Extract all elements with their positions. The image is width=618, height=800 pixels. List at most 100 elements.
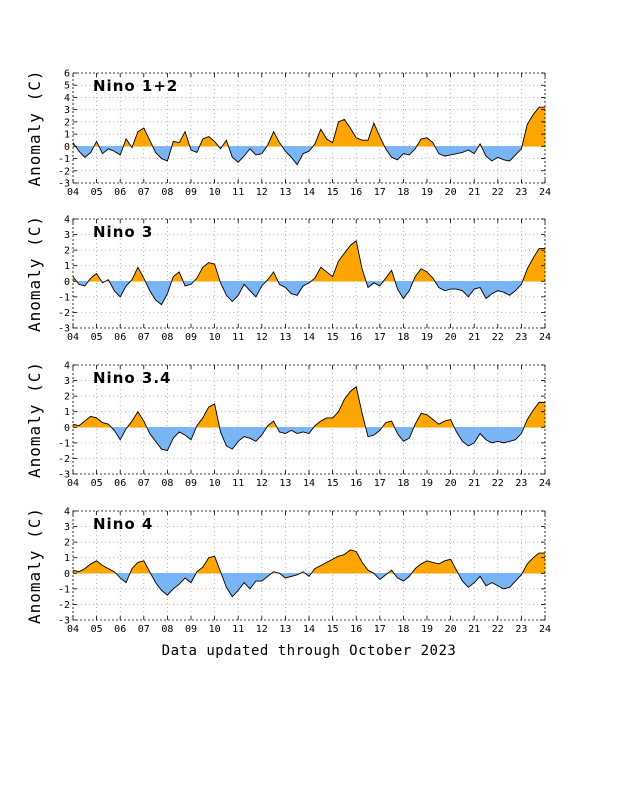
x-tick-label: 14 xyxy=(303,624,315,635)
x-tick-label: 14 xyxy=(303,478,315,489)
y-tick-label: 1 xyxy=(64,553,70,564)
x-tick-label: 22 xyxy=(492,478,504,489)
negative-anomaly-area xyxy=(503,573,510,590)
y-tick-label: -3 xyxy=(58,616,70,627)
y-tick-label: 1 xyxy=(64,407,70,418)
negative-anomaly-area xyxy=(237,146,245,163)
positive-anomaly-area xyxy=(444,559,451,574)
positive-anomaly-area xyxy=(420,413,428,428)
x-tick-label: 18 xyxy=(397,478,409,489)
positive-anomaly-area xyxy=(538,107,546,147)
negative-anomaly-area xyxy=(167,427,174,451)
x-tick-label: 04 xyxy=(67,624,79,635)
x-tick-label: 18 xyxy=(397,187,409,198)
x-tick-label: 22 xyxy=(492,624,504,635)
x-tick-label: 12 xyxy=(256,187,268,198)
y-tick-label: 4 xyxy=(64,215,70,226)
y-tick-label: 2 xyxy=(64,117,70,128)
negative-anomaly-area xyxy=(450,281,457,290)
y-tick-label: 2 xyxy=(64,392,70,403)
y-tick-label: -2 xyxy=(58,600,70,611)
x-tick-label: 15 xyxy=(327,332,339,343)
negative-anomaly-area xyxy=(226,573,233,598)
x-tick-label: 23 xyxy=(515,624,527,635)
negative-anomaly-area xyxy=(155,146,162,160)
negative-anomaly-area xyxy=(403,281,410,300)
positive-anomaly-area xyxy=(344,244,351,282)
x-tick-label: 16 xyxy=(350,624,362,635)
x-tick-label: 13 xyxy=(279,624,291,635)
panel-title: Nino 4 xyxy=(93,515,153,533)
y-tick-label: 4 xyxy=(64,361,70,372)
x-tick-label: 10 xyxy=(209,624,221,635)
x-tick-label: 20 xyxy=(445,478,457,489)
positive-anomaly-area xyxy=(538,248,546,282)
anomaly-line xyxy=(72,549,545,598)
positive-anomaly-area xyxy=(84,563,91,574)
x-tick-label: 22 xyxy=(492,332,504,343)
y-tick-label: -1 xyxy=(58,154,70,165)
x-tick-label: 07 xyxy=(138,624,150,635)
anomaly-line xyxy=(72,239,545,306)
y-tick-label: 0 xyxy=(64,569,70,580)
y-tick-label: 3 xyxy=(64,105,70,116)
x-tick-label: 05 xyxy=(91,332,103,343)
y-tick-label: -1 xyxy=(58,584,70,595)
x-tick-label: 05 xyxy=(91,478,103,489)
x-tick-label: 18 xyxy=(397,332,409,343)
y-tick-label: 0 xyxy=(64,277,70,288)
x-tick-label: 23 xyxy=(515,478,527,489)
panel-title: Nino 3.4 xyxy=(93,369,171,387)
positive-anomaly-area xyxy=(361,140,369,147)
positive-anomaly-area xyxy=(326,138,333,147)
x-tick-label: 11 xyxy=(232,624,244,635)
y-tick-label: 1 xyxy=(64,261,70,272)
positive-anomaly-area xyxy=(84,415,91,428)
x-tick-label: 09 xyxy=(185,478,197,489)
positive-anomaly-area xyxy=(538,552,546,574)
y-tick-label: 4 xyxy=(64,93,70,104)
x-tick-label: 09 xyxy=(185,187,197,198)
positive-anomaly-area xyxy=(137,560,145,574)
x-tick-label: 07 xyxy=(138,478,150,489)
negative-anomaly-area xyxy=(249,281,257,298)
negative-anomaly-area xyxy=(479,427,487,441)
positive-anomaly-area xyxy=(326,417,333,428)
negative-anomaly-area xyxy=(243,573,251,590)
y-tick-label: 6 xyxy=(64,69,70,80)
negative-anomaly-area xyxy=(397,146,404,161)
positive-anomaly-area xyxy=(538,402,546,428)
x-tick-label: 20 xyxy=(445,624,457,635)
y-axis-label: Anomaly (C) xyxy=(25,215,44,332)
x-tick-label: 19 xyxy=(421,187,433,198)
positive-anomaly-area xyxy=(533,552,540,574)
negative-anomaly-area xyxy=(184,573,192,584)
y-tick-label: 3 xyxy=(64,230,70,241)
x-tick-label: 05 xyxy=(91,624,103,635)
anomaly-line xyxy=(72,386,545,452)
x-tick-label: 11 xyxy=(232,332,244,343)
y-tick-label: -3 xyxy=(58,470,70,481)
negative-anomaly-area xyxy=(249,573,257,590)
x-tick-label: 17 xyxy=(374,332,386,343)
x-tick-label: 06 xyxy=(114,187,126,198)
x-tick-label: 13 xyxy=(279,332,291,343)
x-tick-label: 10 xyxy=(209,332,221,343)
x-tick-label: 14 xyxy=(303,332,315,343)
positive-anomaly-area xyxy=(208,403,215,428)
positive-anomaly-area xyxy=(350,240,357,282)
positive-anomaly-area xyxy=(208,136,215,147)
x-tick-label: 12 xyxy=(256,624,268,635)
positive-anomaly-area xyxy=(415,563,422,574)
negative-anomaly-area xyxy=(161,427,168,451)
x-tick-label: 09 xyxy=(185,624,197,635)
x-tick-label: 08 xyxy=(161,187,173,198)
negative-anomaly-area xyxy=(291,281,298,296)
positive-anomaly-area xyxy=(173,271,180,282)
negative-anomaly-area xyxy=(509,146,516,162)
y-tick-label: 0 xyxy=(64,423,70,434)
x-tick-label: 09 xyxy=(185,332,197,343)
y-tick-label: 5 xyxy=(64,81,70,92)
y-tick-label: -2 xyxy=(58,454,70,465)
